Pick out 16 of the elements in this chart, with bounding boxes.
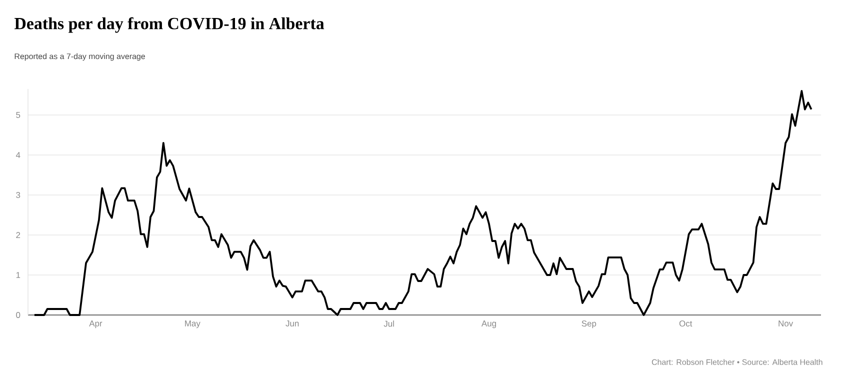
x-tick-label: Oct <box>679 320 692 327</box>
x-tick-label: Jun <box>286 320 299 326</box>
y-tick-label: 0 <box>16 312 20 318</box>
x-tick-label: Apr <box>89 320 102 328</box>
x-tick-label: Nov <box>778 320 794 326</box>
y-tick-label: 5 <box>16 112 20 118</box>
y-tick-label: 3 <box>16 192 20 198</box>
x-tick-label: Aug <box>481 320 496 328</box>
y-tick-label: 2 <box>16 232 20 238</box>
chart-title: Deaths per day from COVID-19 in Alberta <box>14 17 324 33</box>
x-tick-label: Sep <box>582 320 596 328</box>
x-tick-label: Jul <box>384 320 394 327</box>
x-tick-label: May <box>185 320 200 328</box>
line-series <box>34 90 812 316</box>
y-tick-label: 1 <box>16 272 20 278</box>
y-tick-label: 4 <box>16 152 20 158</box>
